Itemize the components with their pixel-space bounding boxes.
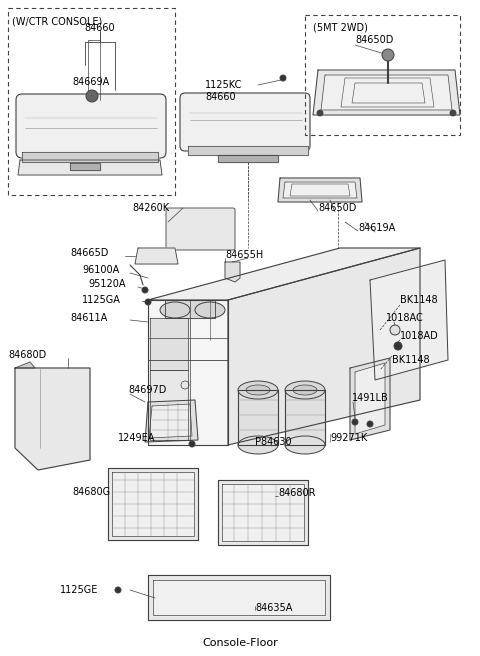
Text: 84635A: 84635A	[255, 603, 292, 613]
Circle shape	[317, 110, 323, 116]
Polygon shape	[222, 484, 304, 541]
Ellipse shape	[195, 302, 225, 318]
Polygon shape	[350, 358, 390, 440]
Polygon shape	[370, 260, 448, 380]
Polygon shape	[278, 178, 362, 202]
Text: 84665D: 84665D	[70, 248, 108, 258]
Polygon shape	[321, 75, 452, 110]
Text: 84260K: 84260K	[132, 203, 169, 213]
Ellipse shape	[293, 385, 317, 395]
Circle shape	[352, 419, 358, 425]
Text: 84680D: 84680D	[8, 350, 46, 360]
Circle shape	[450, 110, 456, 116]
Polygon shape	[165, 300, 215, 318]
Text: 84669A: 84669A	[72, 77, 109, 87]
Polygon shape	[145, 400, 198, 442]
Text: 99271K: 99271K	[330, 433, 367, 443]
Circle shape	[189, 441, 195, 447]
Polygon shape	[238, 390, 278, 445]
Text: BK1148: BK1148	[400, 295, 438, 305]
Text: (W/CTR CONSOLE): (W/CTR CONSOLE)	[12, 16, 102, 26]
Text: 84619A: 84619A	[358, 223, 395, 233]
Polygon shape	[225, 262, 240, 282]
Text: 1491LB: 1491LB	[352, 393, 389, 403]
Text: BK1148: BK1148	[392, 355, 430, 365]
Text: 95120A: 95120A	[88, 279, 125, 289]
Polygon shape	[228, 248, 420, 445]
Polygon shape	[15, 362, 35, 368]
Text: 84650D: 84650D	[355, 35, 394, 45]
Polygon shape	[218, 155, 278, 162]
Polygon shape	[150, 318, 188, 370]
Circle shape	[145, 299, 151, 305]
Polygon shape	[70, 163, 100, 170]
Text: 1018AC: 1018AC	[386, 313, 424, 323]
Circle shape	[394, 342, 402, 350]
Text: 1249EA: 1249EA	[118, 433, 156, 443]
Ellipse shape	[238, 436, 278, 454]
Text: P84630: P84630	[255, 437, 292, 447]
Polygon shape	[112, 472, 194, 536]
Polygon shape	[355, 363, 385, 434]
FancyBboxPatch shape	[166, 208, 235, 250]
Polygon shape	[22, 152, 158, 162]
Polygon shape	[188, 146, 308, 155]
Polygon shape	[218, 480, 308, 545]
Text: 84680G: 84680G	[72, 487, 110, 497]
Polygon shape	[149, 404, 192, 438]
Circle shape	[390, 325, 400, 335]
Ellipse shape	[285, 381, 325, 399]
Text: 84660: 84660	[205, 92, 236, 102]
Circle shape	[142, 287, 148, 293]
Text: 84660: 84660	[84, 23, 115, 33]
Text: 1125GE: 1125GE	[60, 585, 98, 595]
Polygon shape	[150, 370, 188, 440]
Text: 96100A: 96100A	[82, 265, 119, 275]
Text: 84611A: 84611A	[70, 313, 107, 323]
FancyBboxPatch shape	[180, 93, 310, 151]
Text: 84650D: 84650D	[318, 203, 356, 213]
Circle shape	[86, 90, 98, 102]
Text: 1125GA: 1125GA	[82, 295, 121, 305]
Text: 84655H: 84655H	[225, 250, 263, 260]
Polygon shape	[148, 575, 330, 620]
Circle shape	[382, 49, 394, 61]
Circle shape	[280, 75, 286, 81]
Ellipse shape	[160, 302, 190, 318]
Ellipse shape	[285, 436, 325, 454]
Polygon shape	[15, 368, 90, 470]
Circle shape	[115, 587, 121, 593]
Polygon shape	[283, 182, 357, 198]
Text: 1018AD: 1018AD	[400, 331, 439, 341]
Polygon shape	[18, 160, 162, 175]
Ellipse shape	[238, 381, 278, 399]
Text: 84680R: 84680R	[278, 488, 315, 498]
Polygon shape	[108, 468, 198, 540]
Polygon shape	[285, 390, 325, 445]
FancyBboxPatch shape	[16, 94, 166, 158]
Circle shape	[367, 421, 373, 427]
Polygon shape	[313, 70, 460, 115]
Text: 1125KC: 1125KC	[205, 80, 242, 90]
Text: Console-Floor: Console-Floor	[202, 638, 278, 648]
Text: 84697D: 84697D	[128, 385, 167, 395]
Ellipse shape	[246, 385, 270, 395]
Polygon shape	[153, 580, 325, 615]
Polygon shape	[148, 300, 228, 445]
Polygon shape	[148, 248, 420, 300]
Text: (5MT 2WD): (5MT 2WD)	[313, 23, 368, 33]
Polygon shape	[135, 248, 178, 264]
